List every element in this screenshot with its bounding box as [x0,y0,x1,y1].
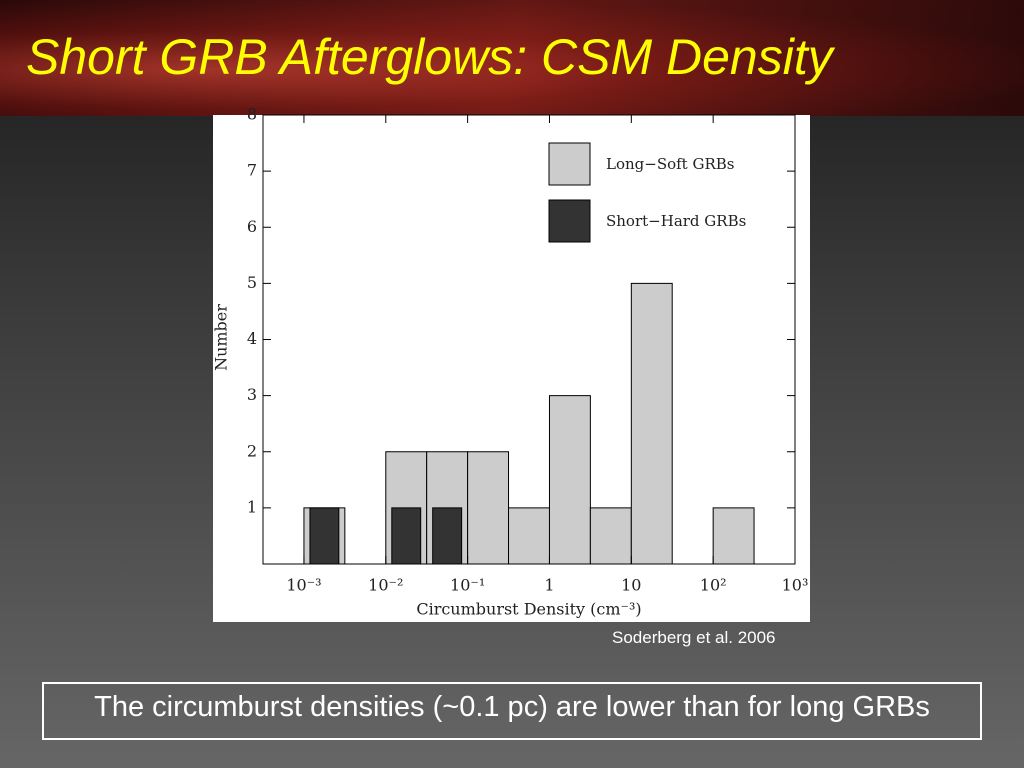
x-tick-label: 10⁻³ [286,576,321,595]
caption-box: The circumburst densities (~0.1 pc) are … [42,682,982,740]
slide-title: Short GRB Afterglows: CSM Density [26,29,833,85]
legend-swatch [548,142,591,186]
y-tick-label: 2 [247,441,257,460]
legend-swatch [548,199,591,243]
legend-label: Long−Soft GRBs [606,155,734,173]
bar [508,507,550,565]
y-axis-label: Number [212,304,231,371]
y-tick-label: 6 [247,217,257,236]
y-tick-label: 8 [247,105,257,124]
citation: Soderberg et al. 2006 [612,628,776,647]
y-tick-label: 5 [247,273,257,292]
bar [589,507,632,565]
bar [712,507,755,565]
bar [630,282,673,565]
x-tick-label: 1 [544,576,554,595]
bar [548,395,591,565]
bar [467,451,510,565]
legend-label: Short−Hard GRBs [606,212,746,230]
x-tick-label: 10² [700,576,727,595]
y-tick-label: 1 [247,497,257,516]
x-tick-label: 10⁻¹ [450,576,485,595]
bar [391,507,422,565]
bar [309,507,340,565]
y-tick-label: 7 [247,161,257,180]
x-tick-label: 10 [621,576,641,595]
y-tick-label: 4 [247,329,257,348]
y-tick-label: 3 [247,385,257,404]
x-tick-label: 10⁻² [368,576,403,595]
header-image [0,0,1024,116]
bar [432,507,463,565]
x-axis-label: Circumburst Density (cm⁻³) [416,600,641,619]
x-tick-label: 10³ [782,576,809,595]
